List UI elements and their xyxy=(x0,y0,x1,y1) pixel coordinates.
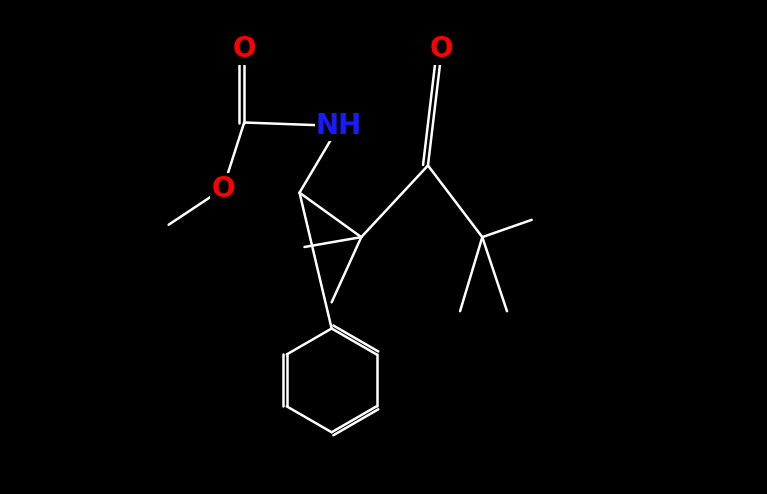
Text: O: O xyxy=(430,36,453,63)
Text: NH: NH xyxy=(316,112,362,140)
Text: O: O xyxy=(232,36,256,63)
Text: O: O xyxy=(211,175,235,203)
